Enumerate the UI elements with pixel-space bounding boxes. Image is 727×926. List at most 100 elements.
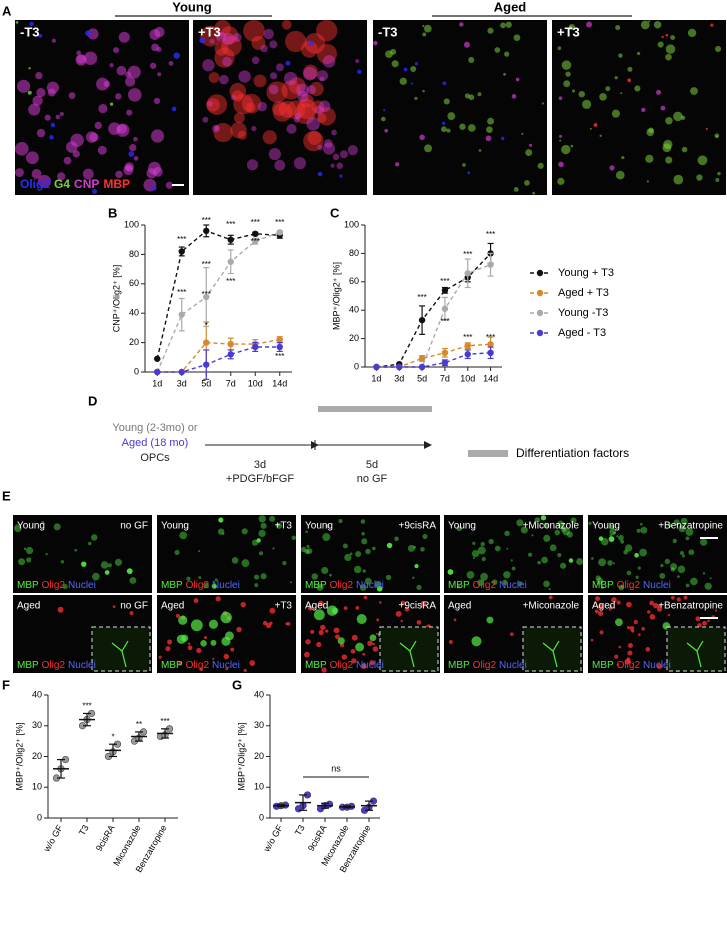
cell: [636, 51, 641, 56]
cell: [49, 135, 54, 140]
cell: [521, 132, 524, 135]
panel-label: E: [2, 488, 11, 503]
cell: [219, 74, 229, 85]
cell: [620, 539, 625, 544]
y-tick-label: 0: [354, 361, 359, 371]
cell: [133, 136, 138, 142]
legend-label: Differentiation factors: [516, 446, 629, 460]
cell: [657, 41, 664, 48]
cell: [231, 90, 244, 102]
cell: [305, 530, 308, 534]
cell: [23, 547, 27, 551]
panel-label: B: [108, 205, 117, 220]
cell: [206, 98, 220, 112]
cell: [14, 141, 29, 156]
cell: [314, 105, 325, 115]
cell: [647, 610, 651, 614]
cell: [709, 577, 712, 580]
cell: [645, 647, 651, 652]
cell: [456, 525, 463, 532]
cell: [210, 639, 217, 646]
cell: [420, 601, 426, 607]
cell: [665, 53, 672, 61]
cell: [376, 618, 380, 622]
significance: ***: [202, 260, 211, 269]
cell: [186, 576, 191, 581]
cell: [527, 552, 533, 557]
cell: [284, 71, 298, 86]
cell: [678, 524, 686, 533]
point: [252, 343, 259, 351]
cell: [456, 585, 461, 589]
cell: [562, 527, 570, 536]
cell: [683, 595, 688, 600]
cell: [317, 70, 329, 82]
cell: [369, 660, 375, 666]
cell: [613, 562, 616, 565]
cell: [616, 535, 619, 538]
cell: [516, 519, 524, 527]
channel-name: Olig2: [186, 660, 210, 671]
cell: [317, 113, 327, 123]
cell: [662, 143, 672, 153]
cell: [653, 602, 659, 609]
cell: [260, 44, 268, 53]
cell: [543, 580, 550, 588]
point: [227, 258, 234, 265]
cell: [57, 172, 66, 181]
cell: [448, 640, 453, 644]
cell: [441, 126, 447, 133]
point: [464, 351, 471, 358]
channel-name: Nuclei: [356, 580, 384, 591]
cell: [657, 604, 662, 609]
significance: *: [205, 321, 208, 330]
image-label: Aged: [305, 601, 328, 612]
cell: [129, 611, 134, 616]
cell: [243, 668, 247, 673]
channel-name: MBP: [448, 660, 470, 671]
cell: [343, 606, 348, 611]
cell: [241, 559, 250, 568]
cell: [480, 572, 488, 581]
channel-name: MBP: [103, 177, 130, 191]
cell: [288, 77, 306, 95]
y-tick-label: 20: [32, 751, 42, 761]
image-label: +9cisRA: [398, 521, 436, 532]
group-title: Aged: [494, 0, 527, 14]
cell: [113, 47, 120, 54]
cell: [661, 35, 664, 39]
cell: [45, 553, 48, 556]
cell: [178, 615, 188, 625]
cell: [386, 542, 393, 549]
cell: [487, 27, 494, 34]
point: [154, 355, 161, 362]
cell: [537, 162, 544, 169]
cell: [649, 600, 655, 606]
cell: [153, 97, 161, 105]
cell: [688, 549, 695, 556]
point: [252, 230, 259, 238]
cell: [286, 622, 291, 626]
cell: [690, 577, 698, 586]
cell: [269, 40, 278, 49]
cell: [53, 523, 61, 531]
cell: [179, 531, 188, 540]
cell: [107, 563, 112, 568]
cell: [407, 544, 415, 552]
cell: [317, 144, 323, 151]
cell: [627, 643, 633, 649]
cell: [300, 93, 314, 108]
image-label: +9cisRA: [398, 601, 436, 612]
cell: [503, 72, 506, 76]
cell: [710, 23, 714, 27]
series-line: [376, 343, 491, 368]
channel-name: Olig2: [330, 580, 354, 591]
cell: [216, 31, 227, 43]
cell: [339, 150, 348, 159]
cell: [306, 548, 313, 555]
cell: [390, 48, 397, 55]
cell: [325, 523, 330, 529]
point: [441, 349, 449, 356]
channel-name: Nuclei: [212, 580, 240, 591]
cell: [214, 41, 229, 56]
